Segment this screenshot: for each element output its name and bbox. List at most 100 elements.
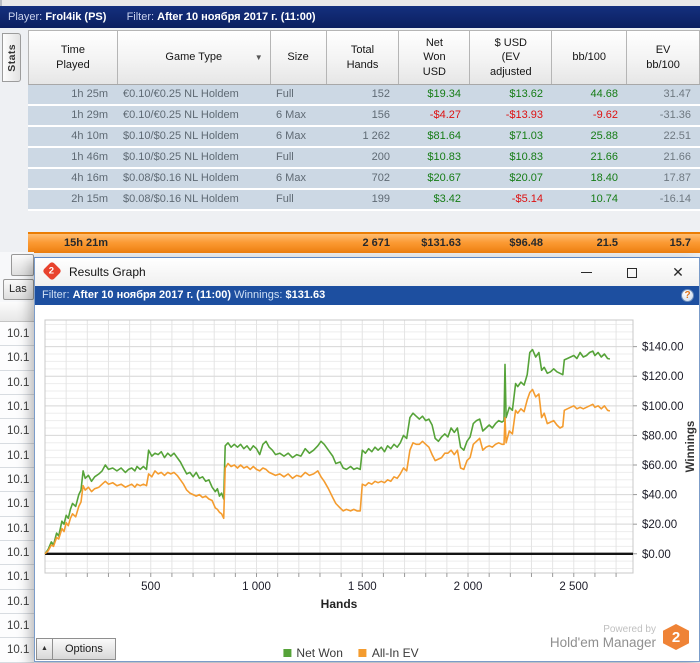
cell-bb100: 18.40 bbox=[590, 172, 618, 184]
session-list-item[interactable]: 10.1 bbox=[0, 395, 34, 420]
cell-net: -$4.27 bbox=[429, 109, 461, 121]
options-control: ▲ Options bbox=[36, 638, 116, 660]
session-list-item[interactable]: 10.1 bbox=[0, 370, 34, 396]
table-row[interactable]: 1h 29m €0.10/€0.25 NL Holdem 6 Max 156 -$4.2… bbox=[28, 106, 700, 127]
filter-value: After 10 ноября 2017 г. (11:00) bbox=[157, 11, 316, 23]
last-filter-button[interactable]: Las bbox=[3, 279, 34, 300]
y-axis-title: Winnings bbox=[685, 421, 697, 473]
column-header-size[interactable]: Size bbox=[271, 31, 327, 84]
cell-size: 6 Max bbox=[276, 109, 306, 121]
background-list-header bbox=[0, 302, 34, 322]
totals-cell-ev_usd: $96.48 bbox=[509, 237, 543, 249]
column-header-net[interactable]: Net Won USD bbox=[399, 31, 471, 84]
column-header-game[interactable]: Game Type ▼ bbox=[118, 31, 271, 84]
graph-filter-label: Filter: bbox=[42, 289, 70, 301]
powered-by-label: Powered by bbox=[603, 624, 656, 635]
window-title: Results Graph bbox=[69, 265, 146, 279]
sort-arrow-icon[interactable]: ▼ bbox=[254, 52, 263, 62]
table-row[interactable]: 1h 46m $0.10/$0.25 NL Holdem Full 200 $10.83… bbox=[28, 148, 700, 169]
app-top-strip bbox=[0, 0, 700, 6]
graph-filter-bar: Filter: After 10 ноября 2017 г. (11:00) … bbox=[35, 286, 699, 305]
cell-hands: 1 262 bbox=[362, 130, 390, 142]
results-table: Time Played Game Type ▼ Size Total Hands Net … bbox=[28, 30, 700, 211]
session-list-item[interactable]: 10.1 bbox=[0, 541, 34, 566]
session-list-item[interactable]: 10.1 bbox=[0, 638, 34, 663]
cell-ev_usd: -$13.93 bbox=[505, 109, 543, 121]
cell-size: 6 Max bbox=[276, 172, 306, 184]
totals-cell-bb100: 21.5 bbox=[596, 237, 618, 249]
background-session-list: 10.1 10.1 10.1 10.1 10.1 10.1 10.1 10.1 10.1 10.1… bbox=[0, 322, 34, 663]
x-tick-label: 500 bbox=[141, 581, 160, 593]
cell-ev_bb100: -16.14 bbox=[659, 193, 691, 205]
legend-item-all-in-ev: All-In EV bbox=[358, 646, 419, 660]
cell-net: $10.83 bbox=[427, 151, 461, 163]
collapse-arrow-icon[interactable]: ▲ bbox=[36, 638, 53, 660]
column-header-hands[interactable]: Total Hands bbox=[327, 31, 400, 84]
cell-size: Full bbox=[276, 193, 294, 205]
column-header-ev_usd[interactable]: $ USD (EV adjusted bbox=[470, 31, 553, 84]
cell-game: €0.10/€0.25 NL Holdem bbox=[123, 88, 239, 100]
powered-by-block: Powered by Hold'em Manager 2 bbox=[550, 624, 689, 650]
filter-label: Filter: bbox=[126, 11, 155, 23]
table-row[interactable]: 4h 10m $0.10/$0.25 NL Holdem 6 Max 1 262 $81… bbox=[28, 127, 700, 148]
cell-ev_usd: $10.83 bbox=[509, 151, 543, 163]
session-list-item[interactable]: 10.1 bbox=[0, 322, 34, 347]
cell-time: 4h 10m bbox=[71, 130, 108, 142]
cell-hands: 702 bbox=[371, 172, 390, 184]
table-row[interactable]: 2h 15m $0.08/$0.16 NL Holdem Full 199 $3.42 -… bbox=[28, 190, 700, 211]
cell-size: Full bbox=[276, 88, 294, 100]
cell-hands: 156 bbox=[371, 109, 390, 121]
cell-ev_bb100: 17.87 bbox=[663, 172, 691, 184]
totals-cell-size bbox=[270, 234, 326, 253]
totals-cell-time: 15h 21m bbox=[63, 237, 108, 249]
y-tick-label: $140.00 bbox=[642, 342, 684, 354]
minimize-button[interactable] bbox=[571, 258, 601, 286]
session-list-item[interactable]: 10.1 bbox=[0, 614, 34, 639]
background-partial-button[interactable] bbox=[11, 254, 34, 276]
cell-game: €0.10/€0.25 NL Holdem bbox=[123, 109, 239, 121]
session-list-item[interactable]: 10.1 bbox=[0, 516, 34, 542]
maximize-button[interactable] bbox=[617, 258, 647, 286]
legend-swatch-icon bbox=[358, 649, 367, 657]
cell-game: $0.08/$0.16 NL Holdem bbox=[123, 193, 239, 205]
column-header-bb100[interactable]: bb/100 bbox=[552, 31, 628, 84]
results-graph-titlebar[interactable]: 2 Results Graph ✕ bbox=[35, 258, 699, 286]
cell-time: 1h 29m bbox=[71, 109, 108, 121]
session-list-item[interactable]: 10.1 bbox=[0, 346, 34, 371]
cell-bb100: 21.66 bbox=[590, 151, 618, 163]
winnings-value: $131.63 bbox=[285, 289, 326, 301]
cell-time: 1h 25m bbox=[71, 88, 108, 100]
session-list-item[interactable]: 10.1 bbox=[0, 492, 34, 517]
stats-side-tab[interactable]: Stats bbox=[2, 33, 21, 82]
x-tick-label: 2 000 bbox=[454, 581, 483, 593]
x-tick-label: 2 500 bbox=[559, 581, 588, 593]
legend-swatch-icon bbox=[283, 649, 292, 657]
cell-ev_bb100: -31.36 bbox=[659, 109, 691, 121]
session-list-item[interactable]: 10.1 bbox=[0, 565, 34, 590]
session-list-item[interactable]: 10.1 bbox=[0, 589, 34, 615]
plot-border bbox=[44, 319, 634, 574]
y-tick-label: $100.00 bbox=[642, 401, 684, 413]
session-list-item[interactable]: 10.1 bbox=[0, 468, 34, 493]
y-tick-label: $20.00 bbox=[642, 519, 677, 531]
y-tick-label: $40.00 bbox=[642, 490, 677, 502]
session-list-item[interactable]: 10.1 bbox=[0, 419, 34, 444]
cell-bb100: 10.74 bbox=[590, 193, 618, 205]
column-header-time[interactable]: Time Played bbox=[29, 31, 118, 84]
cell-ev_usd: $13.62 bbox=[509, 88, 543, 100]
background-window-strip: Las 10.1 10.1 10.1 10.1 10.1 10.1 10.1 10.1 10.1… bbox=[0, 252, 34, 663]
table-row[interactable]: 4h 16m $0.08/$0.16 NL Holdem 6 Max 702 $20.6… bbox=[28, 169, 700, 190]
options-button[interactable]: Options bbox=[52, 638, 116, 660]
cell-bb100: -9.62 bbox=[592, 109, 618, 121]
table-row[interactable]: 1h 25m €0.10/€0.25 NL Holdem Full 152 $19.34… bbox=[28, 85, 700, 106]
column-header-ev_bb100[interactable]: EV bb/100 bbox=[627, 31, 700, 84]
session-list-item[interactable]: 10.1 bbox=[0, 443, 34, 469]
help-icon[interactable]: ? bbox=[681, 289, 694, 302]
chart-legend: Net Won All-In EV bbox=[283, 646, 419, 660]
holdem-manager-app-icon: 2 bbox=[42, 261, 62, 281]
totals-cell-ev_bb100: 15.7 bbox=[669, 237, 691, 249]
totals-cell-hands: 2 671 bbox=[362, 237, 390, 249]
close-button[interactable]: ✕ bbox=[672, 264, 684, 280]
cell-ev_usd: $20.07 bbox=[509, 172, 543, 184]
cell-net: $20.67 bbox=[427, 172, 461, 184]
